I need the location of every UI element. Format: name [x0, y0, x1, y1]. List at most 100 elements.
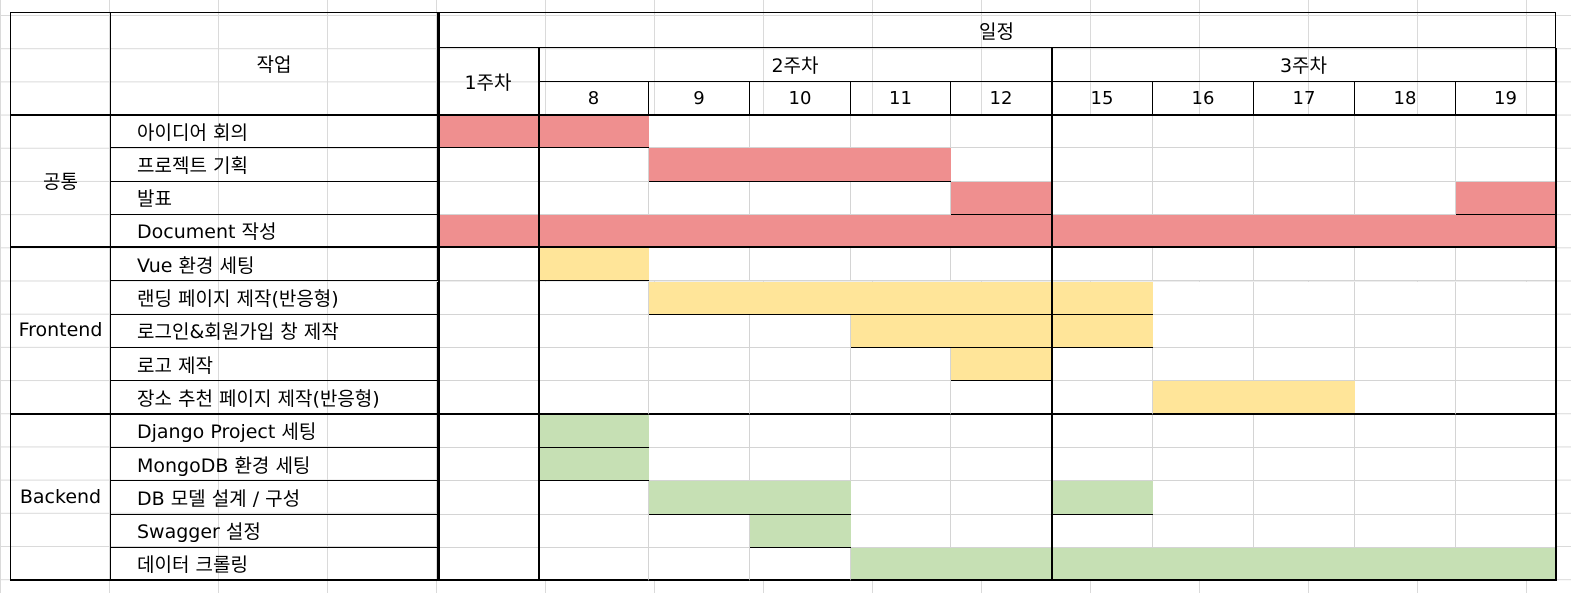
schedule-cell[interactable] — [1052, 381, 1153, 415]
header-day-cell[interactable]: 12 — [951, 82, 1052, 115]
gantt-bar[interactable] — [649, 148, 951, 182]
schedule-cell[interactable] — [1355, 481, 1456, 515]
schedule-cell[interactable] — [851, 248, 951, 282]
schedule-cell[interactable] — [1153, 448, 1254, 482]
schedule-cell[interactable] — [1355, 514, 1456, 548]
header-day-cell[interactable]: 18 — [1355, 82, 1456, 115]
schedule-cell[interactable] — [951, 248, 1052, 282]
schedule-cell[interactable] — [539, 148, 649, 182]
schedule-cell[interactable] — [1153, 314, 1254, 349]
schedule-cell[interactable] — [438, 381, 539, 415]
task-cell[interactable]: Document 작성 — [111, 214, 438, 249]
schedule-cell[interactable] — [1254, 414, 1355, 448]
schedule-cell[interactable] — [1254, 314, 1355, 349]
schedule-cell[interactable] — [1456, 481, 1556, 515]
schedule-cell[interactable] — [539, 547, 649, 582]
task-cell[interactable]: 로그인&회원가입 창 제작 — [111, 314, 438, 349]
gantt-bar[interactable] — [649, 481, 851, 515]
header-day-cell[interactable]: 8 — [539, 82, 649, 115]
header-day-cell[interactable]: 16 — [1153, 82, 1254, 115]
schedule-cell[interactable] — [649, 314, 750, 349]
schedule-cell[interactable] — [750, 314, 851, 349]
task-cell[interactable]: 프로젝트 기획 — [111, 148, 438, 182]
schedule-cell[interactable] — [438, 181, 539, 215]
gantt-bar[interactable] — [1153, 381, 1355, 415]
schedule-cell[interactable] — [951, 448, 1052, 482]
schedule-cell[interactable] — [438, 248, 539, 282]
schedule-cell[interactable] — [649, 448, 750, 482]
schedule-cell[interactable] — [649, 514, 750, 548]
task-cell[interactable]: Swagger 설정 — [111, 514, 438, 548]
schedule-cell[interactable] — [1355, 314, 1456, 349]
schedule-cell[interactable] — [438, 414, 539, 448]
task-cell[interactable]: 로고 제작 — [111, 348, 438, 382]
schedule-cell[interactable] — [750, 348, 851, 382]
schedule-cell[interactable] — [1153, 281, 1254, 315]
schedule-cell[interactable] — [1355, 414, 1456, 448]
task-cell[interactable]: 랜딩 페이지 제작(반응형) — [111, 281, 438, 315]
schedule-cell[interactable] — [1355, 281, 1456, 315]
schedule-cell[interactable] — [1153, 181, 1254, 215]
schedule-cell[interactable] — [539, 281, 649, 315]
schedule-cell[interactable] — [1456, 381, 1556, 415]
schedule-cell[interactable] — [951, 148, 1052, 182]
schedule-cell[interactable] — [851, 448, 951, 482]
schedule-cell[interactable] — [1153, 348, 1254, 382]
schedule-cell[interactable] — [539, 314, 649, 349]
schedule-cell[interactable] — [1052, 148, 1153, 182]
schedule-cell[interactable] — [851, 348, 951, 382]
header-day-cell[interactable]: 15 — [1052, 82, 1153, 115]
schedule-cell[interactable] — [1153, 115, 1254, 149]
schedule-cell[interactable] — [1456, 281, 1556, 315]
schedule-cell[interactable] — [1153, 148, 1254, 182]
schedule-cell[interactable] — [539, 181, 649, 215]
schedule-cell[interactable] — [851, 381, 951, 415]
schedule-cell[interactable] — [951, 414, 1052, 448]
group-label-cell[interactable]: 공통 — [10, 115, 111, 249]
schedule-cell[interactable] — [951, 115, 1052, 149]
schedule-cell[interactable] — [539, 348, 649, 382]
schedule-cell[interactable] — [1456, 348, 1556, 382]
gantt-bar[interactable] — [539, 414, 649, 448]
schedule-cell[interactable] — [1355, 148, 1456, 182]
schedule-cell[interactable] — [438, 448, 539, 482]
gantt-bar[interactable] — [851, 547, 1556, 582]
gantt-bar[interactable] — [649, 281, 1153, 315]
header-day-cell[interactable]: 11 — [851, 82, 951, 115]
schedule-cell[interactable] — [438, 148, 539, 182]
schedule-cell[interactable] — [1456, 448, 1556, 482]
schedule-cell[interactable] — [1254, 248, 1355, 282]
schedule-cell[interactable] — [1456, 314, 1556, 349]
schedule-cell[interactable] — [851, 481, 951, 515]
schedule-cell[interactable] — [851, 514, 951, 548]
schedule-cell[interactable] — [438, 547, 539, 582]
schedule-cell[interactable] — [1254, 448, 1355, 482]
schedule-cell[interactable] — [1052, 115, 1153, 149]
task-cell[interactable]: 장소 추천 페이지 제작(반응형) — [111, 381, 438, 415]
task-cell[interactable]: MongoDB 환경 세팅 — [111, 448, 438, 482]
schedule-cell[interactable] — [1052, 448, 1153, 482]
schedule-cell[interactable] — [438, 481, 539, 515]
gantt-bar[interactable] — [1456, 181, 1556, 215]
header-day-cell[interactable]: 9 — [649, 82, 750, 115]
schedule-cell[interactable] — [649, 115, 750, 149]
schedule-cell[interactable] — [649, 547, 750, 582]
group-label-cell[interactable]: Backend — [10, 414, 111, 582]
schedule-cell[interactable] — [1052, 348, 1153, 382]
schedule-cell[interactable] — [750, 181, 851, 215]
header-day-cell[interactable]: 19 — [1456, 82, 1556, 115]
schedule-cell[interactable] — [851, 414, 951, 448]
schedule-cell[interactable] — [750, 448, 851, 482]
schedule-cell[interactable] — [1355, 248, 1456, 282]
schedule-cell[interactable] — [1052, 248, 1153, 282]
schedule-cell[interactable] — [438, 514, 539, 548]
schedule-cell[interactable] — [1254, 514, 1355, 548]
schedule-cell[interactable] — [1254, 115, 1355, 149]
schedule-cell[interactable] — [750, 547, 851, 582]
schedule-cell[interactable] — [1355, 448, 1456, 482]
gantt-bar[interactable] — [750, 514, 851, 548]
header-group-corner[interactable] — [10, 12, 111, 115]
schedule-cell[interactable] — [1052, 514, 1153, 548]
schedule-cell[interactable] — [1153, 514, 1254, 548]
